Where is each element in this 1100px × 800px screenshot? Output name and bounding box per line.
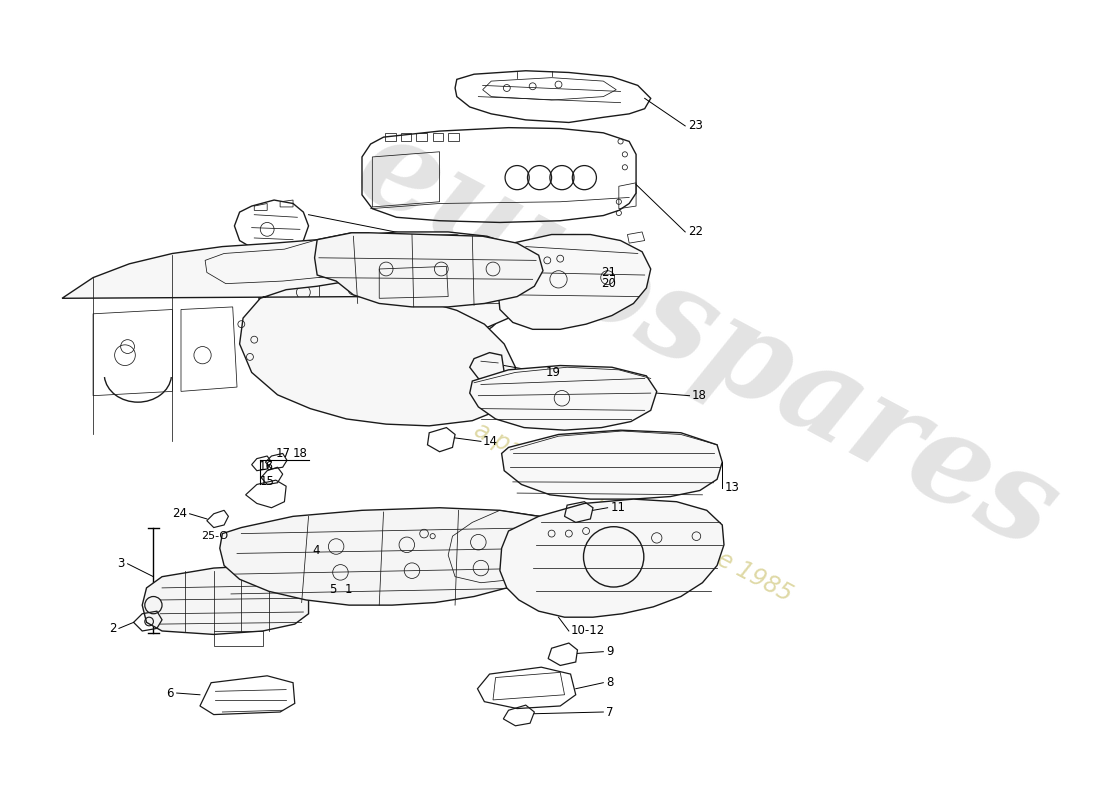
Text: 7: 7 [606, 706, 614, 718]
Text: 21: 21 [602, 266, 617, 279]
Text: 8: 8 [606, 676, 614, 689]
Text: 18: 18 [692, 389, 707, 402]
Text: 3: 3 [118, 558, 125, 570]
Text: 6: 6 [166, 686, 174, 699]
Text: eurospares: eurospares [337, 104, 1077, 575]
Text: 15: 15 [260, 475, 274, 488]
Text: 18: 18 [293, 447, 307, 460]
Text: 22: 22 [688, 226, 703, 238]
Polygon shape [470, 366, 657, 430]
Text: 24: 24 [172, 507, 187, 520]
Text: 13: 13 [725, 482, 739, 494]
Text: 1: 1 [344, 583, 352, 596]
Text: 5: 5 [329, 583, 337, 596]
Text: 11: 11 [610, 502, 625, 514]
Polygon shape [498, 234, 651, 330]
Text: 4: 4 [312, 544, 319, 558]
Polygon shape [142, 566, 309, 634]
Polygon shape [502, 430, 723, 499]
Text: 16: 16 [260, 460, 274, 473]
Polygon shape [220, 508, 562, 605]
Text: a passion for parts since 1985: a passion for parts since 1985 [471, 418, 796, 606]
Polygon shape [258, 232, 541, 346]
Text: 19: 19 [546, 366, 561, 379]
Text: 10-12: 10-12 [571, 625, 605, 638]
Polygon shape [315, 233, 543, 307]
Text: 20: 20 [602, 277, 616, 290]
Text: 2: 2 [109, 622, 117, 635]
Text: 17: 17 [275, 447, 290, 460]
Polygon shape [499, 499, 724, 617]
Text: 9: 9 [606, 645, 614, 658]
Polygon shape [62, 233, 516, 426]
Text: 14: 14 [483, 435, 497, 448]
Text: 25-O: 25-O [201, 531, 229, 541]
Text: 23: 23 [688, 119, 703, 133]
